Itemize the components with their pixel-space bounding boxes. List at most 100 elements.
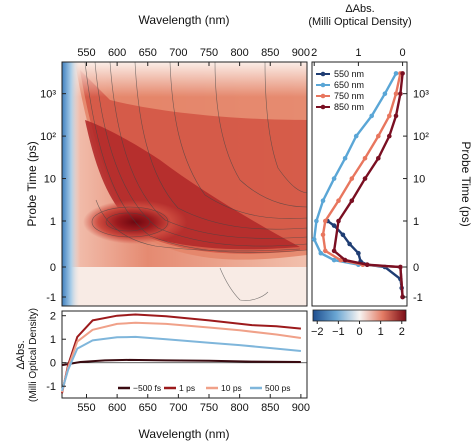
colorbar-tick-label: 2 xyxy=(399,326,405,338)
spectra-legend-label: −500 fs xyxy=(133,383,161,393)
kinetics-legend-label: 750 nm xyxy=(334,91,364,101)
kinetics-point xyxy=(336,218,341,224)
kinetics-x-ticks: 2 1 0 xyxy=(311,47,406,66)
kinetics-legend-label: 550 nm xyxy=(334,69,364,79)
spectra-x-axis-label: Wavelength (nm) xyxy=(139,427,230,441)
spectra-y-tick-label: 1 xyxy=(50,334,56,346)
kinetics-x-tick-label: 0 xyxy=(400,47,406,59)
heatmap-x-tick-label: 800 xyxy=(230,47,248,59)
spectra-series-line xyxy=(61,358,301,367)
spectra-legend-label: 1 ps xyxy=(179,383,195,393)
heatmap-panel: 550 600 650 700 750 800 850 900 -1 0 1 10 10² 10³ Wa… xyxy=(25,13,310,307)
kinetics-legend-marker xyxy=(320,71,326,77)
kinetics-point xyxy=(347,241,352,247)
kinetics-point xyxy=(331,223,337,228)
colorbar-tick-label: 0 xyxy=(356,326,362,338)
heatmap-x-tick-label: 550 xyxy=(77,47,95,59)
kinetics-point xyxy=(331,257,337,263)
colorbar-gradient xyxy=(312,309,407,322)
kinetics-point xyxy=(376,133,381,139)
spectra-legend-label: 500 ps xyxy=(265,383,291,393)
spectra-legend: −500 fs 1 ps 10 ps 500 ps xyxy=(118,383,291,393)
kinetics-x-tick-label: 2 xyxy=(311,47,317,59)
spectra-x-tick-label: 600 xyxy=(108,402,126,414)
spectra-y-axis-label-2: (Milli Optical Density) xyxy=(28,308,39,402)
spectra-series-line xyxy=(61,335,301,392)
spectra-series-line xyxy=(61,313,301,394)
spectra-x-tick-label: 700 xyxy=(169,402,187,414)
spectra-x-tick-label: 750 xyxy=(200,402,218,414)
kinetics-point xyxy=(362,156,368,161)
colorbar-tick-label: −1 xyxy=(332,326,345,338)
kinetics-point xyxy=(336,198,341,203)
kinetics-point xyxy=(342,156,348,161)
kinetics-point xyxy=(342,257,348,263)
spectra-x-tick-label: 800 xyxy=(230,402,248,414)
kinetics-x-tick-label: 1 xyxy=(355,47,361,59)
spectra-series xyxy=(61,313,307,394)
heatmap-x-tick-label: 650 xyxy=(139,47,157,59)
kinetics-point xyxy=(340,232,346,238)
kinetics-point xyxy=(362,176,368,181)
kinetics-point xyxy=(349,198,355,203)
kinetics-y-tick-label: -1 xyxy=(413,292,423,304)
kinetics-point xyxy=(376,156,381,161)
kinetics-x-axis-label: (Milli Optical Density) xyxy=(308,16,411,28)
heatmap-y-axis-label: Probe Time (ps) xyxy=(25,141,39,226)
heatmap-y-tick-label: 10 xyxy=(44,174,56,186)
heatmap-y-tick-label: 1 xyxy=(50,216,56,228)
kinetics-point xyxy=(331,176,337,181)
heatmap-y-tick-label: 10³ xyxy=(40,89,56,101)
heatmap-y-ticks: -1 0 1 10 10² 10³ xyxy=(40,89,66,304)
kinetics-y-tick-label: 1 xyxy=(413,216,419,228)
spectra-series-line xyxy=(61,321,302,393)
spectra-y-tick-label: 2 xyxy=(50,311,56,323)
spectra-y-tick-label: -1 xyxy=(46,381,56,393)
kinetics-y-tick-label: 10² xyxy=(413,131,429,143)
heatmap-x-tick-label: 900 xyxy=(292,47,310,59)
heatmap-y-tick-label: -1 xyxy=(46,292,56,304)
kinetics-point xyxy=(398,91,403,96)
colorbar-tick-label: −2 xyxy=(311,326,324,338)
kinetics-point xyxy=(318,250,324,256)
kinetics-legend-marker xyxy=(320,104,326,110)
spectra-x-tick-label: 900 xyxy=(292,402,310,414)
spectra-panel: 550 600 650 700 750 800 850 900 -1 0 1 2 Wavelengt… xyxy=(15,308,310,441)
kinetics-y-tick-label: 10 xyxy=(413,174,425,186)
kinetics-y-axis-label: Probe Time (ps) xyxy=(459,141,473,226)
kinetics-panel: 2 1 0 -1 0 1 10 10² 10³ ΔAbs. (Milli Optical De… xyxy=(308,3,473,307)
colorbar-tick-label: 1 xyxy=(378,326,384,338)
kinetics-point xyxy=(387,113,392,119)
colorbar: −2 −1 0 1 2 xyxy=(311,309,407,338)
spectra-x-tick-label: 550 xyxy=(77,402,95,414)
kinetics-point xyxy=(364,262,370,268)
spectra-y-ticks: -1 0 1 2 xyxy=(46,311,66,393)
kinetics-point xyxy=(356,250,361,256)
spectra-x-tick-label: 650 xyxy=(139,402,157,414)
kinetics-point xyxy=(353,133,359,139)
kinetics-point xyxy=(400,294,405,300)
kinetics-series xyxy=(311,71,405,300)
kinetics-point xyxy=(393,113,399,119)
heatmap-x-ticks: 550 600 650 700 750 800 850 900 xyxy=(77,47,310,66)
kinetics-point xyxy=(323,248,328,254)
heatmap-x-tick-label: 850 xyxy=(261,47,279,59)
kinetics-point xyxy=(393,91,399,96)
kinetics-point xyxy=(323,218,328,224)
heatmap-x-tick-label: 750 xyxy=(200,47,218,59)
kinetics-legend-marker xyxy=(320,93,326,99)
kinetics-point xyxy=(311,237,317,242)
heatmap-y-tick-label: 0 xyxy=(50,262,56,274)
kinetics-title: ΔAbs. xyxy=(345,3,374,15)
kinetics-point xyxy=(349,176,355,181)
kinetics-point xyxy=(320,232,326,238)
kinetics-point xyxy=(387,133,392,139)
kinetics-y-tick-label: 10³ xyxy=(413,89,429,101)
colorbar-ticks: −2 −1 0 1 2 xyxy=(311,321,405,338)
kinetics-legend-label: 850 nm xyxy=(334,102,364,112)
spectra-x-ticks: 550 600 650 700 750 800 850 900 xyxy=(77,394,310,414)
spectra-x-tick-label: 850 xyxy=(261,402,279,414)
kinetics-point xyxy=(382,91,388,96)
